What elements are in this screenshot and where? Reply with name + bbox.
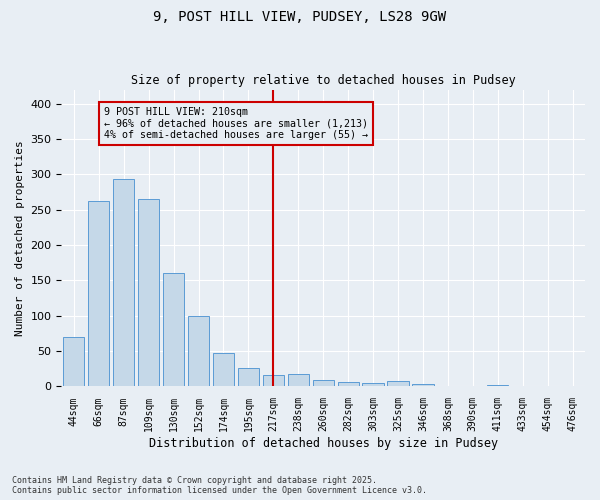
Bar (238, 368, 259, 386)
Bar (338, 382, 359, 386)
Bar (213, 353, 234, 386)
Bar (263, 375, 284, 386)
Bar (88, 200, 109, 386)
Bar (362, 383, 383, 386)
Bar (487, 385, 508, 386)
Bar (163, 274, 184, 386)
Bar (188, 316, 209, 386)
Y-axis label: Number of detached properties: Number of detached properties (15, 140, 25, 336)
Text: 9 POST HILL VIEW: 210sqm
← 96% of detached houses are smaller (1,213)
4% of semi: 9 POST HILL VIEW: 210sqm ← 96% of detach… (104, 107, 368, 140)
X-axis label: Distribution of detached houses by size in Pudsey: Distribution of detached houses by size … (149, 437, 498, 450)
Bar (138, 199, 159, 386)
Bar (388, 381, 409, 386)
Text: 9, POST HILL VIEW, PUDSEY, LS28 9GW: 9, POST HILL VIEW, PUDSEY, LS28 9GW (154, 10, 446, 24)
Bar (412, 384, 434, 386)
Text: Contains HM Land Registry data © Crown copyright and database right 2025.
Contai: Contains HM Land Registry data © Crown c… (12, 476, 427, 495)
Bar (113, 180, 134, 386)
Bar (313, 380, 334, 386)
Bar (287, 374, 309, 386)
Bar (63, 337, 85, 386)
Title: Size of property relative to detached houses in Pudsey: Size of property relative to detached ho… (131, 74, 515, 87)
